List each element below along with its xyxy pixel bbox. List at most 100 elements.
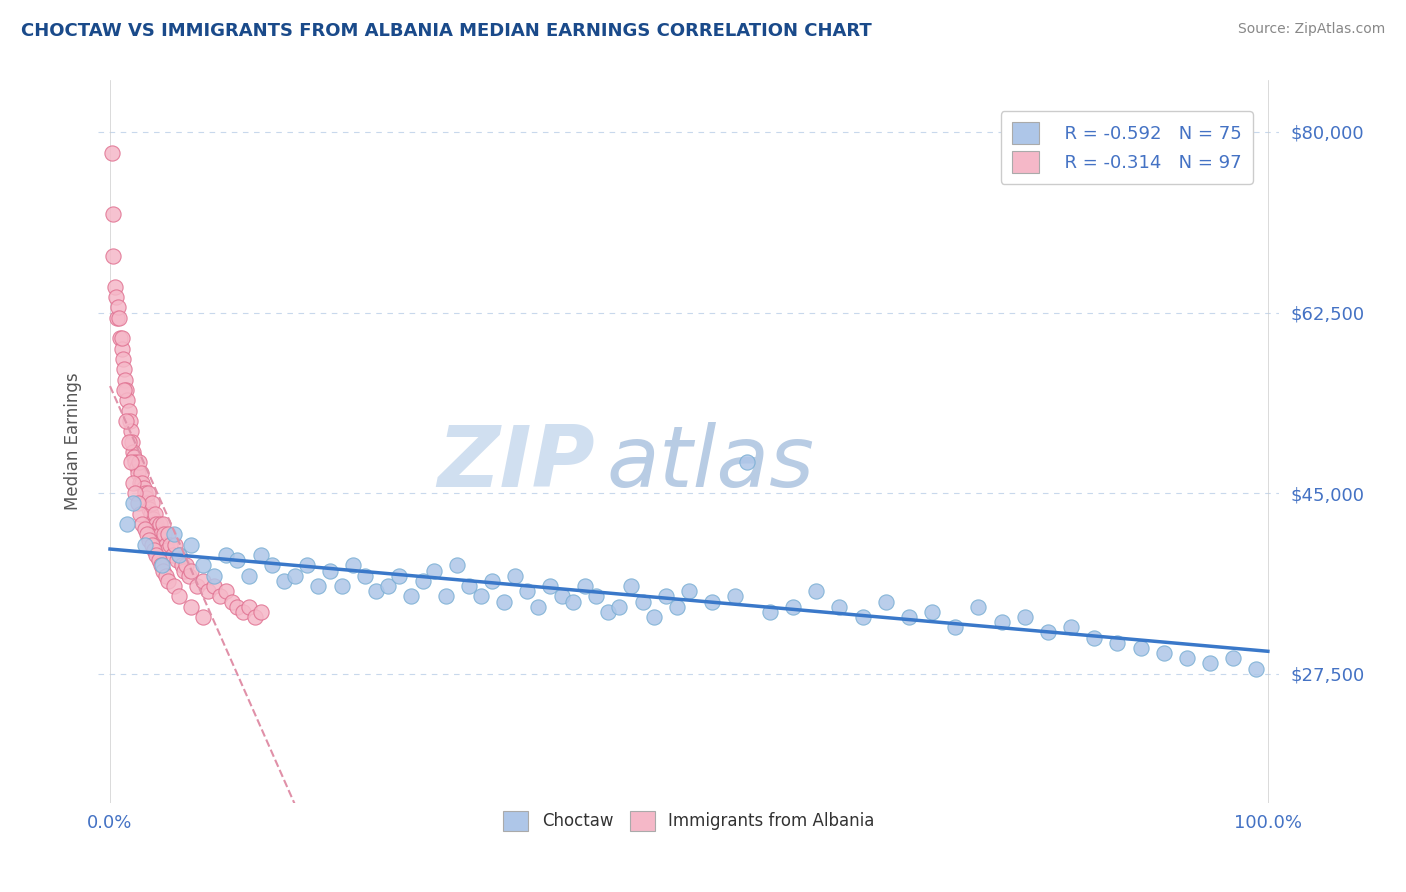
- Point: [110, 342, 132, 356]
- Point: [1175, 651, 1198, 665]
- Point: [115, 383, 138, 397]
- Point: [156, 542, 179, 557]
- Point: [143, 507, 166, 521]
- Point: [180, 599, 202, 614]
- Point: [180, 538, 202, 552]
- Point: [191, 610, 214, 624]
- Point: [620, 579, 643, 593]
- Point: [262, 558, 284, 573]
- Point: [446, 558, 468, 573]
- Point: [1222, 651, 1244, 665]
- Y-axis label: Median Earnings: Median Earnings: [65, 373, 83, 510]
- Point: [191, 574, 214, 588]
- Point: [155, 568, 177, 582]
- Point: [150, 533, 173, 547]
- Point: [103, 249, 125, 263]
- Point: [295, 558, 318, 573]
- Point: [492, 594, 515, 608]
- Point: [550, 590, 572, 604]
- Point: [152, 517, 174, 532]
- Point: [176, 558, 198, 573]
- Point: [122, 475, 145, 490]
- Point: [700, 594, 723, 608]
- Point: [131, 517, 153, 532]
- Point: [197, 584, 219, 599]
- Point: [127, 466, 149, 480]
- Point: [136, 496, 159, 510]
- Point: [458, 579, 481, 593]
- Point: [111, 351, 134, 366]
- Point: [180, 564, 202, 578]
- Point: [107, 301, 129, 315]
- Point: [150, 558, 173, 573]
- Point: [221, 594, 243, 608]
- Point: [120, 455, 142, 469]
- Point: [156, 527, 179, 541]
- Point: [249, 605, 271, 619]
- Point: [319, 564, 342, 578]
- Point: [153, 527, 176, 541]
- Point: [124, 450, 146, 464]
- Point: [163, 538, 186, 552]
- Point: [115, 414, 138, 428]
- Point: [585, 590, 607, 604]
- Point: [1199, 657, 1222, 671]
- Point: [186, 579, 208, 593]
- Point: [141, 538, 163, 552]
- Point: [108, 310, 131, 325]
- Point: [162, 548, 184, 562]
- Point: [631, 594, 654, 608]
- Point: [117, 434, 139, 449]
- Point: [143, 517, 166, 532]
- Point: [129, 475, 152, 490]
- Point: [1153, 646, 1175, 660]
- Point: [112, 362, 135, 376]
- Point: [759, 605, 782, 619]
- Point: [104, 279, 127, 293]
- Text: Source: ZipAtlas.com: Source: ZipAtlas.com: [1237, 22, 1385, 37]
- Point: [134, 522, 156, 536]
- Point: [117, 403, 139, 417]
- Point: [1246, 662, 1268, 676]
- Point: [897, 610, 920, 624]
- Point: [134, 538, 156, 552]
- Point: [481, 574, 503, 588]
- Point: [169, 548, 191, 562]
- Point: [967, 599, 990, 614]
- Point: [562, 594, 585, 608]
- Point: [121, 434, 143, 449]
- Point: [678, 584, 700, 599]
- Point: [101, 207, 124, 221]
- Point: [117, 517, 139, 532]
- Point: [1083, 631, 1105, 645]
- Point: [118, 414, 141, 428]
- Point: [516, 584, 538, 599]
- Point: [388, 568, 411, 582]
- Point: [943, 620, 966, 634]
- Point: [238, 568, 260, 582]
- Point: [148, 553, 170, 567]
- Point: [1107, 636, 1129, 650]
- Point: [122, 496, 145, 510]
- Point: [377, 579, 399, 593]
- Point: [110, 331, 132, 345]
- Point: [136, 527, 159, 541]
- Point: [177, 568, 200, 582]
- Point: [169, 590, 191, 604]
- Point: [101, 145, 124, 160]
- Point: [202, 568, 225, 582]
- Point: [470, 590, 492, 604]
- Point: [806, 584, 828, 599]
- Point: [114, 373, 136, 387]
- Point: [232, 605, 254, 619]
- Point: [273, 574, 295, 588]
- Point: [643, 610, 665, 624]
- Point: [132, 481, 155, 495]
- Point: [202, 579, 225, 593]
- Point: [990, 615, 1012, 630]
- Point: [149, 527, 172, 541]
- Point: [170, 558, 193, 573]
- Point: [342, 558, 364, 573]
- Point: [152, 564, 174, 578]
- Point: [129, 466, 152, 480]
